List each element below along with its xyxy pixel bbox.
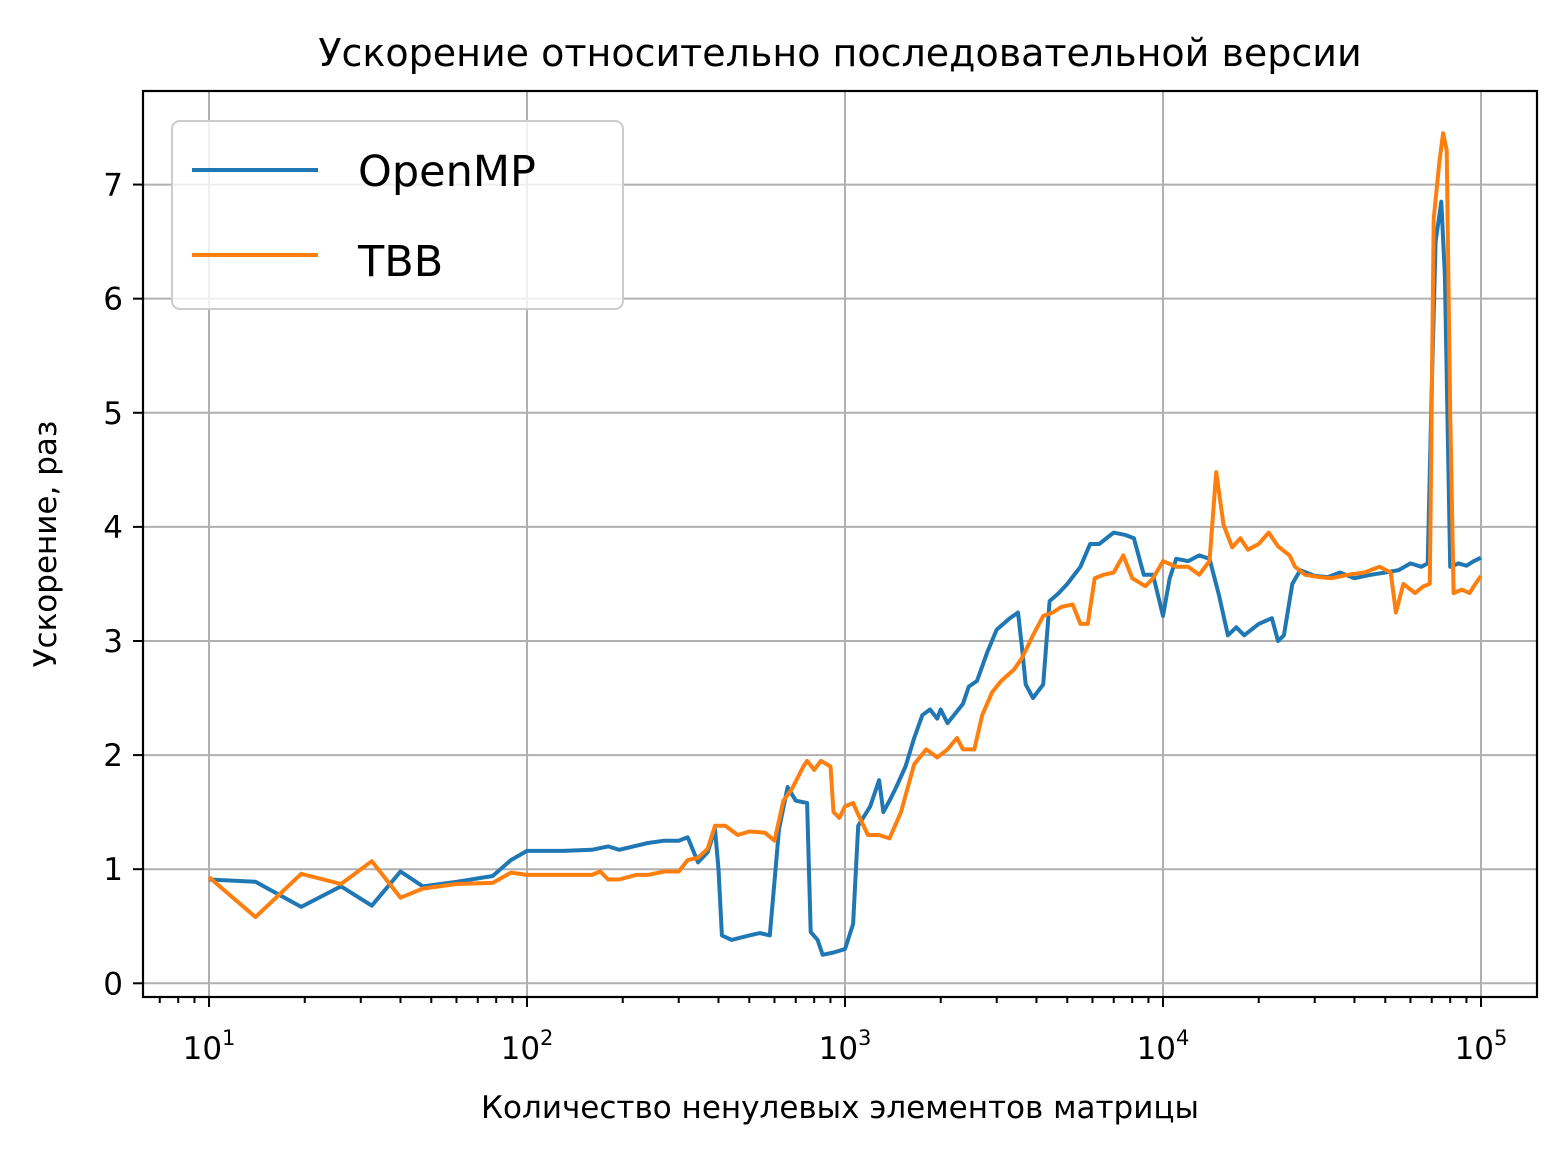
x-axis-label: Количество ненулевых элементов матрицы bbox=[481, 1090, 1199, 1126]
chart-title: Ускорение относительно последовательной … bbox=[318, 31, 1361, 75]
series-line-tbb bbox=[207, 131, 1483, 920]
legend-label-openmp: OpenMP bbox=[358, 147, 536, 197]
x-tick-label: 103 bbox=[819, 1026, 872, 1067]
y-tick-label: 0 bbox=[103, 966, 123, 1002]
x-tick-label: 101 bbox=[183, 1026, 236, 1067]
y-tick-label: 6 bbox=[103, 282, 123, 318]
y-tick-label: 4 bbox=[103, 510, 123, 546]
axis-ticks: 101 102 103 104 105 0 1 2 3 4 5 6 7 bbox=[103, 168, 1507, 1067]
x-tick-label: 102 bbox=[501, 1026, 554, 1067]
y-tick-label: 3 bbox=[103, 624, 123, 660]
y-tick-label: 2 bbox=[103, 738, 123, 774]
y-tick-label: 7 bbox=[103, 168, 123, 204]
legend-label-tbb: TBB bbox=[357, 237, 443, 287]
series-layer bbox=[207, 131, 1483, 957]
x-tick-label: 104 bbox=[1137, 1026, 1190, 1067]
y-axis-label: Ускорение, раз bbox=[28, 421, 64, 668]
plot-frame bbox=[141, 89, 1539, 999]
legend: OpenMP TBB bbox=[171, 120, 624, 310]
x-tick-label: 105 bbox=[1455, 1026, 1508, 1067]
y-tick-label: 1 bbox=[103, 852, 123, 888]
y-tick-label: 5 bbox=[103, 396, 123, 432]
